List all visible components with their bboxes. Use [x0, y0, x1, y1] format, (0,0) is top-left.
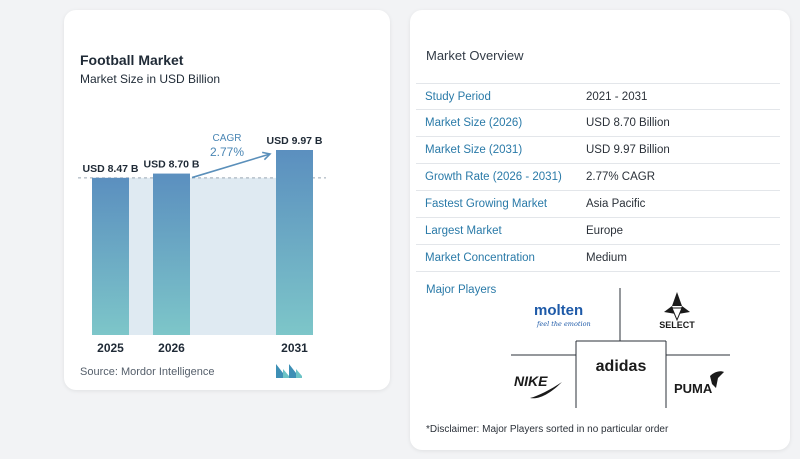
molten-logo: molten feel the emotion: [534, 302, 591, 328]
row-value: USD 8.70 Billion: [586, 117, 670, 129]
category-label-2026: 2026: [158, 341, 185, 355]
table-row: Largest Market Europe: [416, 218, 780, 245]
major-players-title: Major Players: [426, 284, 497, 296]
mordor-intelligence-logo-icon: [276, 364, 302, 383]
bar-2031: [276, 150, 313, 335]
chart-subtitle: Market Size in USD Billion: [80, 72, 221, 86]
select-wordmark: SELECT: [659, 320, 695, 330]
row-key: Study Period: [425, 90, 491, 103]
molten-wordmark: molten: [534, 302, 583, 319]
cagr-arrow-head-icon: [262, 151, 272, 161]
row-key: Market Concentration: [425, 252, 535, 264]
puma-wordmark: PUMA: [674, 381, 713, 396]
overview-title: Market Overview: [426, 48, 524, 63]
row-value: Europe: [586, 225, 624, 237]
value-label-2025: USD 8.47 B: [82, 163, 138, 175]
select-logo: SELECT: [659, 292, 695, 330]
market-size-chart: USD 8.47 B 2025 USD 8.70 B 2026 USD 9.97 B 20…: [78, 133, 326, 355]
table-row: Market Size (2026) USD 8.70 Billion: [416, 110, 780, 137]
row-key: Market Size (2026): [425, 117, 523, 129]
row-key: Largest Market: [425, 225, 502, 237]
value-label-2031: USD 9.97 B: [266, 135, 322, 147]
table-row: Market Size (2031) USD 9.97 Billion: [416, 137, 780, 164]
select-emblem-icon: [672, 292, 682, 306]
bar-2025: [92, 177, 129, 335]
chart-title: Football Market: [80, 52, 184, 68]
source-label: Source: Mordor Intelligence: [80, 366, 215, 378]
table-row: Study Period 2021 - 2031: [416, 83, 780, 110]
category-label-2031: 2031: [281, 341, 308, 355]
row-key: Growth Rate (2026 - 2031): [425, 171, 562, 183]
row-key: Fastest Growing Market: [425, 198, 548, 210]
cagr-arrow: [191, 153, 271, 179]
row-value: USD 9.97 Billion: [586, 144, 670, 156]
puma-cat-icon: [710, 371, 724, 388]
value-label-2026: USD 8.70 B: [143, 159, 199, 171]
bar-2026: [153, 173, 190, 335]
row-value: Asia Pacific: [586, 198, 646, 210]
row-value: 2021 - 2031: [586, 90, 648, 103]
market-size-card: USD 8.47 B 2025 USD 8.70 B 2026 USD 9.97 B 20…: [64, 10, 390, 390]
molten-tagline: feel the emotion: [536, 320, 591, 328]
major-players-grid: molten feel the emotion SELECT adidas NI…: [511, 288, 730, 408]
market-overview-card: Market Overview Study Period 2021 - 2031…: [410, 10, 790, 450]
row-value: Medium: [586, 252, 627, 264]
table-row: Fastest Growing Market Asia Pacific: [416, 191, 780, 218]
row-key: Market Size (2031): [425, 144, 523, 156]
cagr-label: CAGR: [213, 133, 242, 144]
puma-logo: PUMA: [674, 371, 724, 396]
nike-logo: NIKE: [514, 373, 562, 399]
disclaimer: *Disclaimer: Major Players sorted in no …: [426, 424, 669, 435]
adidas-logo: adidas: [596, 358, 647, 375]
row-value: 2.77% CAGR: [586, 171, 656, 183]
nike-wordmark: NIKE: [514, 373, 548, 389]
table-row: Market Concentration Medium: [416, 245, 780, 272]
overview-table: Study Period 2021 - 2031 Market Size (20…: [416, 83, 780, 272]
category-label-2025: 2025: [97, 341, 124, 355]
cagr-value: 2.77%: [210, 145, 244, 159]
table-row: Growth Rate (2026 - 2031) 2.77% CAGR: [416, 164, 780, 191]
